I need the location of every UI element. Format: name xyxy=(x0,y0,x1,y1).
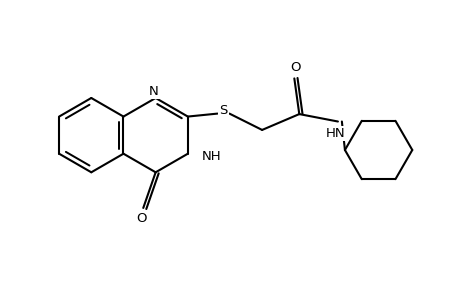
Text: HN: HN xyxy=(325,127,345,140)
Text: O: O xyxy=(136,212,147,225)
Text: S: S xyxy=(219,104,227,117)
Text: N: N xyxy=(148,85,158,98)
Text: O: O xyxy=(290,61,300,74)
Text: NH: NH xyxy=(201,150,221,163)
